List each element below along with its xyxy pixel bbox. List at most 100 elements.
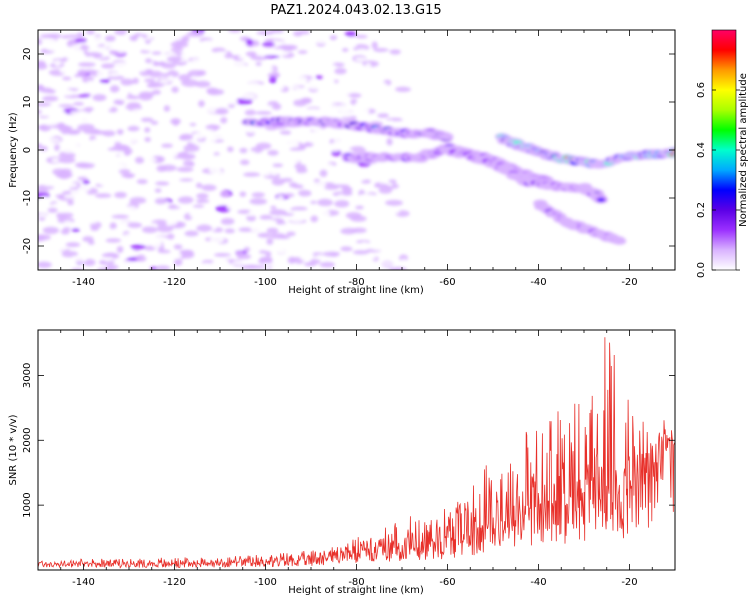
spectrogram-ytick-label: 10 (22, 96, 33, 109)
spectrogram-noise (75, 76, 83, 81)
spectrogram-noise (188, 211, 199, 218)
spectrogram-noise (255, 142, 272, 150)
spectrogram-noise (259, 66, 275, 71)
spectrogram-noise (348, 42, 357, 49)
spectrogram-noise (170, 47, 184, 52)
spectrogram-ylabel: Frequency (Hz) (8, 112, 19, 188)
spectrogram-noise (472, 253, 478, 258)
spectrogram-noise (171, 86, 179, 93)
spectrogram-noise (601, 263, 608, 267)
spectrogram-noise (306, 152, 319, 158)
spectrogram-noise (160, 175, 171, 180)
spectrogram-noise (596, 257, 602, 261)
spectrogram-ytick-label: 20 (22, 48, 33, 61)
spectrogram-noise (269, 261, 284, 269)
spectrogram-noise (93, 46, 107, 51)
spectrogram-noise (242, 172, 261, 177)
spectrogram-noise (92, 94, 107, 102)
spectrogram-signal (598, 198, 605, 202)
spectrogram-ytick-label: -10 (22, 190, 33, 206)
spectrogram-noise (148, 222, 158, 228)
spectrogram-noise (195, 258, 204, 263)
spectrogram-noise (274, 58, 288, 64)
spectrogram-noise (40, 150, 58, 158)
spectrogram-noise (151, 89, 161, 95)
spectrogram-noise (344, 31, 357, 37)
spectrogram-noise (351, 227, 367, 234)
spectrogram-noise (525, 104, 532, 107)
spectrogram-noise (160, 164, 177, 172)
spectrogram-noise (113, 99, 123, 105)
spectrogram-noise (42, 226, 60, 235)
spectrogram-noise (194, 80, 211, 88)
spectrogram-xtick-label: -80 (348, 277, 364, 288)
spectrogram-noise (129, 196, 147, 204)
spectrogram-noise (38, 38, 43, 45)
spectrogram-noise (183, 144, 200, 152)
spectrogram-noise (615, 168, 623, 171)
spectrogram-noise (586, 267, 593, 270)
spectrogram-noise (200, 174, 209, 182)
spectrogram-noise (365, 62, 372, 69)
spectrogram-noise (117, 49, 127, 53)
spectrogram-noise (271, 103, 282, 110)
spectrogram-noise (437, 46, 443, 51)
spectrogram-noise (44, 198, 54, 203)
spectrogram-noise (155, 265, 171, 270)
spectrogram-noise (445, 202, 453, 205)
spectrogram-noise (622, 185, 628, 189)
spectrogram-noise (366, 51, 377, 57)
spectrogram-noise (63, 63, 81, 68)
spectrogram-noise (125, 95, 142, 100)
spectrogram-noise (288, 239, 298, 246)
spectrogram-noise (106, 264, 119, 270)
spectrogram-noise (650, 58, 657, 61)
spectrogram-noise (504, 50, 508, 54)
spectrogram-noise (407, 223, 411, 227)
spectrogram-noise (143, 210, 161, 215)
spectrogram-noise (405, 139, 416, 146)
spectrogram-noise (224, 228, 236, 234)
spectrogram-noise (262, 42, 276, 47)
spectrogram-noise (74, 38, 88, 43)
spectrogram-noise (651, 129, 658, 132)
spectrogram-noise (175, 252, 182, 259)
spectrogram-noise (244, 109, 257, 116)
spectrogram-noise (151, 51, 162, 55)
spectrogram-noise (374, 240, 380, 243)
spectrogram-noise (489, 145, 494, 149)
spectrogram-noise (226, 203, 240, 211)
spectrogram-noise (297, 189, 312, 197)
spectrogram-noise (113, 93, 124, 100)
spectrogram-noise (334, 67, 347, 75)
spectrogram-noise (388, 160, 405, 167)
spectrogram-noise (295, 150, 312, 155)
spectrogram-xtick-label: -100 (254, 277, 277, 288)
spectrogram-noise (105, 238, 122, 243)
spectrogram-noise (370, 203, 377, 208)
spectrogram-noise (63, 227, 71, 231)
spectrogram-noise (197, 70, 207, 76)
spectrogram-noise (180, 51, 195, 58)
spectrogram-noise (339, 58, 353, 65)
spectrogram-noise (52, 168, 66, 176)
spectrogram-noise (173, 44, 183, 49)
spectrogram-noise (95, 103, 112, 112)
spectrogram-noise (239, 241, 253, 246)
spectrogram-noise (513, 247, 518, 251)
spectrogram-noise (115, 113, 123, 121)
spectrogram-noise (187, 126, 200, 132)
spectrogram-noise (169, 150, 178, 158)
spectrogram-noise (352, 249, 370, 255)
spectrogram-noise (391, 137, 404, 144)
spectrogram-noise (83, 216, 99, 224)
spectrogram-noise (99, 78, 111, 84)
spectrogram-noise (571, 142, 576, 147)
spectrogram-noise (165, 219, 178, 226)
spectrogram-noise (341, 47, 349, 52)
spectrogram-noise (97, 231, 108, 240)
spectrogram-noise (281, 177, 293, 183)
spectrogram-noise (666, 217, 673, 221)
spectrogram-noise (86, 30, 95, 35)
